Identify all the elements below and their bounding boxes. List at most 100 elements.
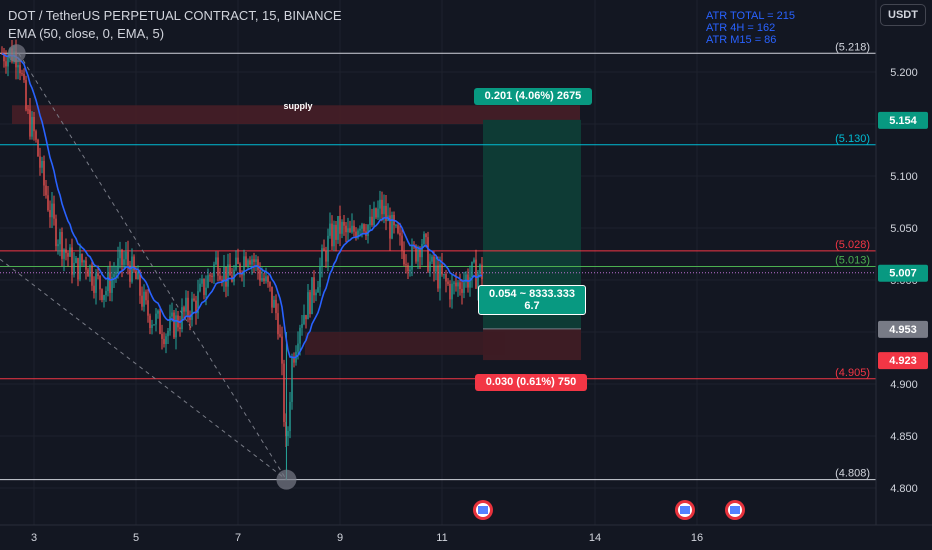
price-badge-label: 5.007 xyxy=(889,268,917,280)
indicator-label[interactable]: EMA (50, close, 0, EMA, 5) xyxy=(8,26,165,41)
candle-body xyxy=(203,278,205,295)
candle-body xyxy=(321,248,323,267)
stop-label[interactable]: 0.030 (0.61%) 750 xyxy=(475,374,587,391)
candle-body xyxy=(399,232,401,236)
candle-body xyxy=(73,262,75,275)
candle-body xyxy=(59,232,61,245)
candle-body xyxy=(435,265,437,272)
position-center-line1: 0.054 ~ 8333.333 xyxy=(489,288,575,300)
candle-body xyxy=(45,185,47,196)
candle-body xyxy=(335,224,337,240)
candle-body xyxy=(153,324,155,326)
level-label: (4.808) xyxy=(835,468,870,480)
candle-body xyxy=(137,271,139,280)
candle-body xyxy=(227,264,229,287)
demand-zone xyxy=(305,332,505,355)
candle-body xyxy=(163,338,165,345)
candle-body xyxy=(455,282,457,287)
candle-body xyxy=(317,287,319,293)
candle-body xyxy=(331,223,333,247)
candle-body xyxy=(263,278,265,282)
candle-body xyxy=(33,116,35,132)
candle-body xyxy=(107,272,109,292)
position-center-label[interactable]: 0.054 ~ 8333.333 6.7 xyxy=(478,285,586,315)
candle-body xyxy=(155,313,157,325)
candle-body xyxy=(55,218,57,247)
candle-body xyxy=(395,225,397,227)
candle-body xyxy=(337,215,339,240)
candle-body xyxy=(217,257,219,276)
price-badge-label: 4.923 xyxy=(889,355,917,367)
time-axis[interactable]: 3 5 7 9 11 14 16 xyxy=(0,524,932,544)
candle-body xyxy=(17,65,19,68)
candle-body xyxy=(257,259,259,270)
candle-body xyxy=(325,250,327,262)
candle-body xyxy=(27,109,29,111)
candle-body xyxy=(481,264,483,280)
price-axis[interactable]: 5.2005.1505.1005.0505.0004.9504.9004.850… xyxy=(875,0,932,525)
candle-body xyxy=(239,263,241,274)
candle-body xyxy=(291,357,293,402)
candle-body xyxy=(405,264,407,266)
candle-body xyxy=(21,73,23,75)
target-label[interactable]: 0.201 (4.06%) 2675 xyxy=(474,88,592,105)
candle-body xyxy=(471,261,473,278)
supply-label: supply xyxy=(283,101,312,111)
time-tick-label: 14 xyxy=(589,532,601,544)
candle-body xyxy=(275,299,277,314)
candle-body xyxy=(341,221,343,234)
anchor-marker-top[interactable] xyxy=(7,44,26,63)
candle-body xyxy=(111,276,113,293)
candle-body xyxy=(97,273,99,277)
candle-body xyxy=(411,245,413,270)
candle-body xyxy=(353,225,355,232)
candle-body xyxy=(351,225,353,233)
candle-body xyxy=(207,275,209,288)
price-badge-label: 5.154 xyxy=(889,115,917,127)
price-badge xyxy=(878,352,928,370)
candle-body xyxy=(189,315,191,320)
candle-body xyxy=(329,223,331,236)
candle-body xyxy=(237,257,239,264)
candle-body xyxy=(305,315,307,320)
candle-body xyxy=(281,336,283,364)
level-label: (5.218) xyxy=(835,41,870,53)
candle-body xyxy=(219,275,221,280)
price-axis-bg xyxy=(876,0,932,525)
time-tick-label: 9 xyxy=(337,532,343,544)
anchor-marker-bottom[interactable] xyxy=(276,469,297,490)
candle-body xyxy=(269,282,271,287)
candle-body xyxy=(359,228,361,231)
candle-body xyxy=(85,260,87,270)
candle-body xyxy=(191,298,193,320)
price-tick-label: 5.200 xyxy=(890,67,918,79)
candle-body xyxy=(233,269,235,282)
candle-body xyxy=(123,259,125,265)
candle-body xyxy=(273,299,275,308)
currency-button[interactable]: USDT xyxy=(880,4,926,26)
candle-body xyxy=(63,249,65,259)
candle-body xyxy=(161,333,163,339)
candle-body xyxy=(129,265,131,282)
price-badge xyxy=(878,320,928,338)
candle-body xyxy=(215,257,217,265)
candle-body xyxy=(31,116,33,137)
candle-body xyxy=(245,256,247,267)
candle-body xyxy=(181,307,183,329)
candle-body xyxy=(463,282,465,293)
candle-body xyxy=(311,277,313,314)
candle-body xyxy=(451,283,453,300)
candle-body xyxy=(175,315,177,338)
candle-body xyxy=(379,199,381,209)
candle-body xyxy=(47,195,49,211)
candle-body xyxy=(307,292,309,320)
candle-body xyxy=(135,270,137,280)
trendline-upper xyxy=(18,53,287,480)
candle-body xyxy=(173,312,175,338)
candle-body xyxy=(375,208,377,218)
candle-body xyxy=(103,295,105,300)
candle-body xyxy=(283,363,285,422)
candle-body xyxy=(385,205,387,222)
time-tick-label: 7 xyxy=(235,532,241,544)
